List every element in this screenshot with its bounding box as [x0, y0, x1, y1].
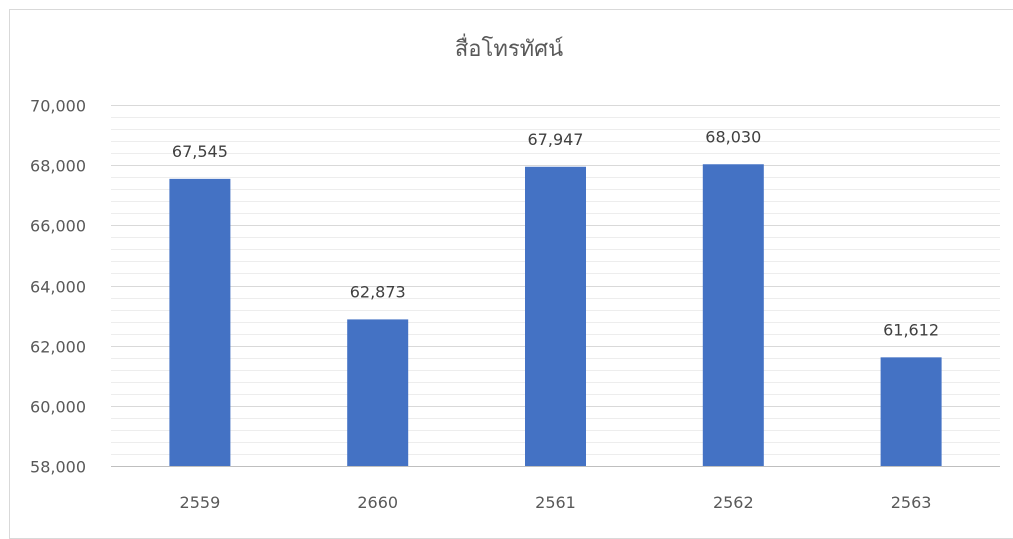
- bars: [169, 164, 942, 466]
- y-tick-label: 60,000: [30, 398, 86, 417]
- y-tick-label: 58,000: [30, 458, 86, 477]
- y-tick-label: 64,000: [30, 278, 86, 297]
- bar-2563: [880, 357, 942, 466]
- x-tick-label: 2559: [180, 493, 221, 512]
- data-label-2562: 68,030: [705, 127, 761, 146]
- y-axis: 58,000 60,000 62,000 64,000 66,000 68,000 70,0…: [30, 97, 86, 477]
- x-axis: 2559 2660 2561 2562 2563: [180, 493, 932, 512]
- y-tick-label: 70,000: [30, 97, 86, 116]
- data-labels: 67,545 62,873 67,947 68,030 61,612: [172, 127, 939, 339]
- bar-2561: [525, 166, 586, 466]
- y-tick-label: 62,000: [30, 338, 86, 357]
- x-tick-label: 2561: [535, 493, 576, 512]
- chart-title: สื่อโทรทัศน์: [455, 33, 564, 62]
- x-tick-label: 2660: [357, 493, 398, 512]
- x-tick-label: 2563: [891, 493, 932, 512]
- y-tick-label: 66,000: [30, 217, 86, 236]
- data-label-2660: 62,873: [350, 282, 406, 301]
- bar-2559: [169, 178, 231, 466]
- data-label-2563: 61,612: [883, 320, 939, 339]
- y-tick-label: 68,000: [30, 157, 86, 176]
- data-label-2559: 67,545: [172, 142, 228, 161]
- bar-2562: [702, 164, 764, 466]
- x-tick-label: 2562: [713, 493, 754, 512]
- bar-2660: [347, 319, 409, 466]
- data-label-2561: 67,947: [528, 130, 584, 149]
